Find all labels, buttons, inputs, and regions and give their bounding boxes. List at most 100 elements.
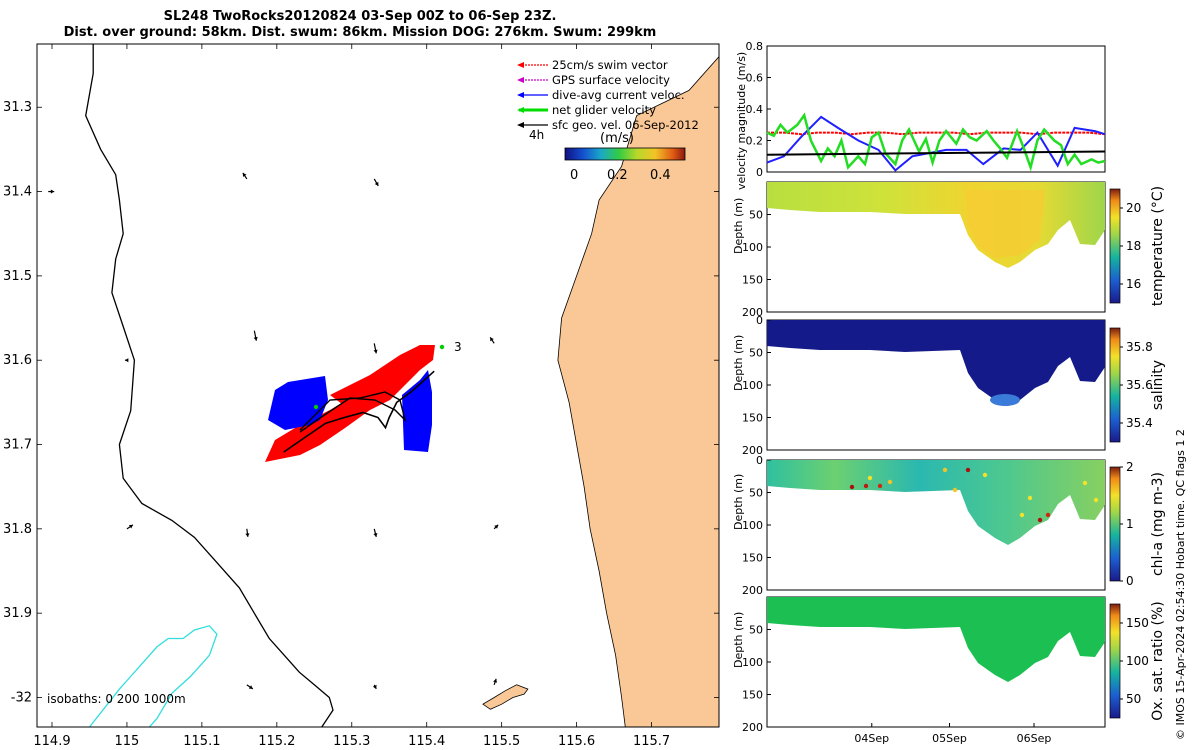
colorbar-tick: 0: [570, 168, 578, 183]
ox-colorbar-label: Ox. sat. ratio (%): [1150, 601, 1166, 720]
colorbar-tick-label: 18: [1126, 239, 1141, 253]
map-y-tick-label: 31.8: [3, 522, 32, 537]
map-frame: [36, 43, 720, 728]
swim-vectors-red: [265, 345, 435, 462]
colorbar-tick: 0.4: [650, 168, 671, 183]
chl-sample-dot: [982, 472, 988, 478]
velocity-y-tick: 0.8: [746, 40, 764, 53]
geo-velocity-arrowhead: [245, 533, 250, 537]
depth-tick-label: 0: [756, 314, 763, 327]
date-tick-label: 06Sep: [1017, 732, 1052, 745]
geo-velocity-arrowhead: [374, 181, 379, 186]
depth-tick-label: 50: [749, 624, 763, 637]
sfc-geo-velocity-vectors: [48, 172, 499, 690]
legend-label-dive_avg: dive-avg current veloc.: [552, 88, 685, 102]
colorbar-tick-label: 20: [1126, 201, 1141, 215]
geo-velocity-arrowhead: [253, 336, 258, 341]
velocity-y-tick: 0.4: [746, 103, 764, 116]
glider-track: [283, 370, 435, 453]
colorbar-tick-label: 2: [1126, 460, 1134, 474]
chl-sample-dot: [877, 483, 883, 489]
chl-sample-dot: [952, 487, 958, 493]
figure-title-line-2: Dist. over ground: 58km. Dist. swum: 86k…: [63, 25, 657, 40]
sal-depth-label: Depth (m): [732, 335, 745, 391]
colorbar-label: (m/s): [600, 131, 634, 146]
map-y-tick-label: 31.4: [3, 185, 32, 200]
map-x-tick-label: 115.6: [558, 734, 595, 749]
coastline: [557, 56, 719, 727]
speed-colorbar: [564, 147, 686, 161]
date-tick-label: 04Sep: [854, 732, 889, 745]
isobath-200m: [85, 44, 334, 727]
depth-tick-label: 200: [742, 444, 763, 457]
chl-sample-dot: [863, 483, 869, 489]
geo-velocity-arrowhead: [493, 678, 498, 683]
salinity-section: Depth (m) 0 50 100 150 200 35.4 35.6 35.8 sali…: [732, 314, 1166, 457]
depth-tick-label: 200: [742, 306, 763, 319]
map-axes: 114.9 115 115.1 115.2 115.3 115.4 115.5 115.6 11…: [3, 44, 719, 749]
chl-sample-dot: [942, 467, 948, 473]
depth-tick-label: 200: [742, 721, 763, 734]
warm-core: [965, 190, 1045, 258]
glider-track-loop: [299, 391, 407, 433]
velocity-y-tick: 0.6: [746, 72, 764, 85]
colorbar-tick-label: 150: [1126, 616, 1149, 630]
depth-tick-label: 150: [742, 552, 763, 565]
chl-sample-dot: [965, 467, 971, 473]
map-y-tick-label: 31.5: [3, 269, 32, 284]
sal-colorbar-label: salinity: [1150, 360, 1166, 410]
map-x-tick-label: 115.4: [408, 734, 445, 749]
oxygen-section: Depth (m) 50 100 150 200 50 100 150 Ox. sat. …: [732, 596, 1166, 745]
colorbar-tick-label: 35.4: [1126, 416, 1153, 430]
four-h-label: 4h: [529, 128, 544, 142]
salinity-field: [767, 320, 1105, 406]
velocity-ylabel: velocity magnitude (m/s): [735, 52, 748, 190]
figure-title-line-1: SL248 TwoRocks20120824 03-Sep 00Z to 06-…: [163, 9, 557, 24]
depth-tick-label: 0: [756, 454, 763, 467]
geo-velocity-arrowhead: [124, 358, 129, 363]
colorbar-tick-label: 100: [1126, 654, 1149, 668]
velocity-y-tick: 0: [756, 166, 763, 179]
chl-sample-dot: [1082, 480, 1088, 486]
legend-label-net: net glider velocity: [552, 103, 656, 117]
geo-velocity-arrowhead: [373, 349, 378, 354]
map-y-tick-label: 31.7: [3, 438, 32, 453]
temp-colorbar-label: temperature (°C): [1150, 186, 1166, 306]
depth-tick-label: 150: [742, 412, 763, 425]
map-x-tick-label: 115: [115, 734, 140, 749]
depth-tick-label: 100: [742, 656, 763, 669]
temp-depth-label: Depth (m): [732, 198, 745, 254]
map-x-tick-label: 115.2: [258, 734, 295, 749]
oxygen-field: [767, 597, 1105, 682]
map-x-tick-label: 114.9: [33, 734, 70, 749]
chl-sample-dot: [887, 479, 893, 485]
chl-sample-dot: [867, 475, 873, 481]
colorbar-tick: 0.2: [607, 168, 628, 183]
colorbar-tick-label: 1: [1126, 517, 1134, 531]
chl-sample-dot: [849, 484, 855, 490]
map-y-tick-label: -32: [11, 690, 32, 705]
geo-velocity-arrowhead: [128, 524, 133, 529]
depth-tick-label: 100: [742, 241, 763, 254]
geo-velocity-arrowhead: [248, 685, 253, 689]
depth-tick-label: 150: [742, 274, 763, 287]
velocity-series-line: [766, 150, 1106, 156]
temperature-section: Depth (m) 50 100 150 200 16 18 20 temperature…: [732, 181, 1166, 319]
depth-tick-label: 100: [742, 519, 763, 532]
swim-vector-cloud-east: [330, 345, 435, 410]
chl-sample-dot: [1027, 495, 1033, 501]
imos-footer: © IMOS 15-Apr-2024 02:54:30 Hobart time.…: [1174, 429, 1187, 740]
geo-velocity-arrowhead: [50, 189, 55, 194]
chl-depth-label: Depth (m): [732, 474, 745, 530]
depth-tick-label: 150: [742, 689, 763, 702]
chl-field: [767, 460, 1105, 545]
chl-sample-dot: [1093, 497, 1099, 503]
map-y-tick-label: 31.9: [3, 606, 32, 621]
legend-label-gps: GPS surface velocity: [552, 73, 670, 87]
chl-sample-dot: [1037, 517, 1043, 523]
geo-velocity-arrowhead: [490, 337, 494, 342]
net-velocity-dot: [439, 344, 445, 350]
colorbar-tick-label: 35.8: [1126, 340, 1153, 354]
colorbar-tick-label: 50: [1126, 692, 1141, 706]
